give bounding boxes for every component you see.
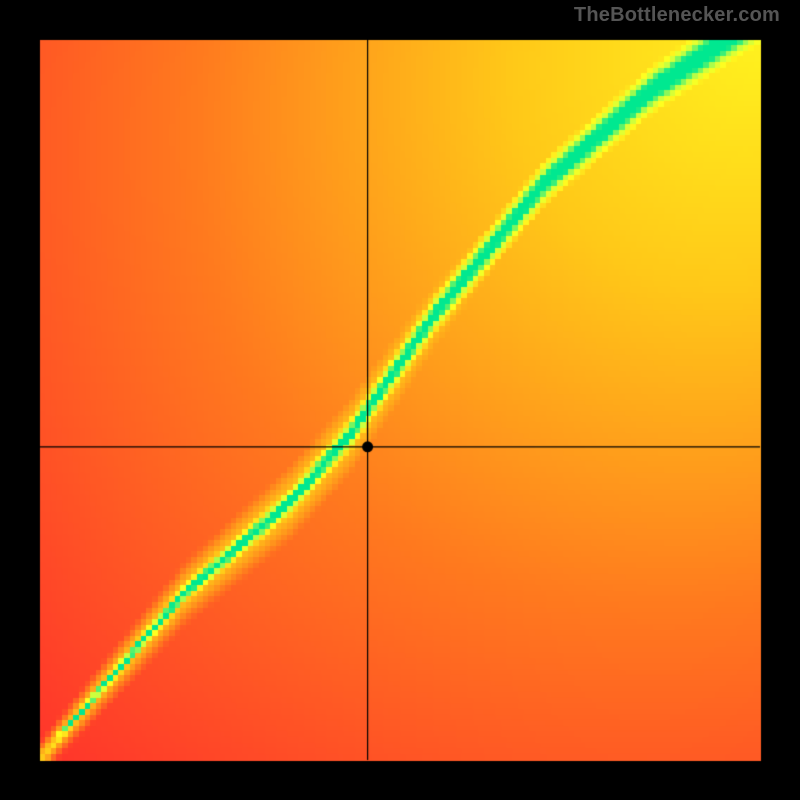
watermark-label: TheBottlenecker.com — [574, 4, 780, 27]
heatmap-canvas — [0, 0, 800, 800]
figure-container: TheBottlenecker.com — [0, 0, 800, 800]
